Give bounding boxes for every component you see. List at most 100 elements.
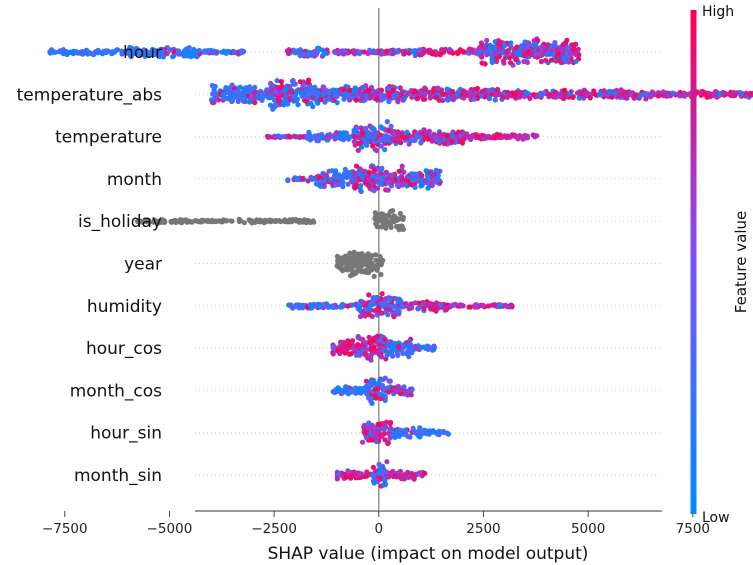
shap-dot — [376, 309, 382, 315]
shap-dot — [252, 89, 258, 96]
shap-dot — [345, 303, 351, 309]
shap-dot — [306, 129, 312, 135]
shap-dot — [114, 47, 120, 53]
shap-dot — [375, 295, 381, 301]
shap-dot — [358, 471, 364, 477]
shap-dot — [223, 85, 229, 91]
shap-dot — [524, 43, 531, 49]
shap-dot — [232, 50, 238, 56]
shap-dot — [413, 430, 419, 436]
shap-dot — [386, 86, 392, 92]
shap-dot — [274, 78, 280, 84]
shap-dot — [161, 218, 167, 224]
shap-dot — [323, 172, 329, 178]
shap-dot — [148, 49, 154, 55]
shap-dot — [359, 174, 365, 180]
shap-dot — [495, 87, 501, 93]
shap-dot — [341, 256, 347, 262]
shap-dot — [311, 301, 317, 307]
shap-dot — [271, 133, 278, 139]
shap-dot — [363, 83, 369, 89]
feature-label: month_cos — [70, 381, 162, 401]
shap-dot — [85, 49, 91, 55]
shap-dot — [596, 91, 603, 97]
shap-dot — [341, 266, 347, 273]
shap-dot — [344, 347, 350, 353]
shap-dot — [378, 143, 384, 149]
shap-dot — [353, 177, 359, 183]
x-tick-label: −5000 — [147, 521, 193, 537]
shap-dot — [338, 181, 345, 187]
shap-dot — [382, 336, 388, 343]
shap-dot — [261, 90, 267, 96]
shap-dot — [429, 182, 435, 189]
shap-dot — [143, 52, 149, 58]
shap-dot — [285, 177, 291, 183]
shap-dot — [196, 47, 202, 54]
shap-dot — [472, 304, 478, 310]
shap-dot — [333, 168, 339, 174]
shap-dot — [385, 187, 391, 193]
shap-dot — [371, 480, 377, 486]
shap-dot — [369, 267, 375, 273]
shap-dot — [529, 50, 535, 56]
shap-dot — [184, 47, 190, 53]
shap-dot — [366, 183, 372, 189]
shap-dot — [436, 177, 442, 183]
shap-dot — [377, 421, 383, 427]
shap-dot — [368, 357, 374, 363]
shap-dot — [78, 49, 84, 55]
shap-dot — [356, 345, 362, 351]
shap-dot — [364, 391, 370, 397]
shap-dot — [138, 219, 144, 225]
shap-dot — [362, 350, 368, 356]
shap-dot — [429, 172, 436, 178]
shap-dot — [358, 140, 364, 146]
shap-dot — [435, 85, 441, 91]
shap-dot — [474, 85, 481, 92]
shap-dot — [225, 48, 231, 55]
shap-dot — [376, 462, 382, 468]
shap-dot — [382, 136, 388, 142]
shap-dot — [423, 177, 429, 183]
shap-dot — [507, 60, 514, 66]
shap-dot — [378, 261, 384, 267]
shap-dot — [543, 57, 549, 63]
shap-dot — [383, 296, 389, 302]
x-tick-label: −2500 — [251, 521, 297, 537]
shap-dot — [306, 88, 312, 94]
shap-dot — [548, 57, 555, 63]
shap-dot — [649, 89, 656, 95]
colorbar-gradient — [690, 10, 697, 514]
shap-dot — [338, 49, 344, 55]
shap-dot — [454, 92, 460, 98]
shap-dot — [388, 123, 394, 129]
shap-dot — [396, 132, 402, 138]
shap-dot — [450, 50, 456, 56]
shap-dot — [247, 87, 253, 94]
shap-dot — [175, 48, 182, 54]
shap-dot — [359, 263, 365, 269]
shap-dot — [391, 314, 397, 320]
shap-dot — [369, 346, 375, 352]
shap-dot — [326, 168, 332, 174]
shap-dot — [362, 339, 368, 345]
shap-dot — [356, 86, 362, 93]
shap-dot — [336, 471, 342, 477]
beeswarm-dots — [47, 36, 753, 489]
shap-dot — [433, 167, 439, 173]
shap-dot — [482, 50, 488, 56]
shap-dot — [378, 271, 384, 278]
shap-dot — [252, 84, 258, 90]
shap-dot — [374, 96, 380, 102]
grid-lines — [195, 51, 662, 476]
shap-dot — [366, 312, 372, 318]
shap-dot — [369, 125, 375, 131]
shap-dot — [436, 97, 442, 103]
shap-dot — [397, 94, 403, 100]
shap-dot — [305, 52, 311, 58]
shap-dot — [524, 90, 530, 96]
shap-dot — [497, 302, 503, 308]
shap-dot — [527, 95, 533, 101]
shap-dot — [479, 54, 485, 60]
